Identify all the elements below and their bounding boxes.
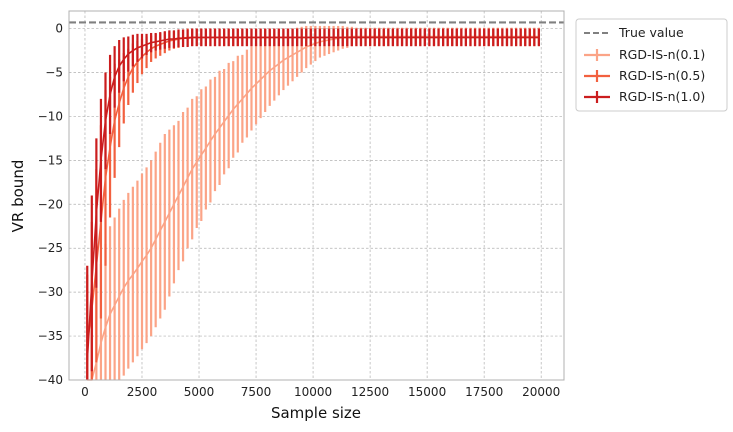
y-tick-label: −5 bbox=[45, 66, 63, 80]
legend-label: RGD-IS-n(0.5) bbox=[619, 68, 705, 83]
series-line bbox=[87, 35, 539, 381]
series-line bbox=[86, 36, 539, 363]
x-tick-label: 0 bbox=[81, 385, 89, 399]
y-tick-label: −40 bbox=[38, 373, 63, 387]
y-tick-label: −35 bbox=[38, 329, 63, 343]
series-3 bbox=[86, 28, 541, 380]
legend-frame bbox=[575, 18, 728, 112]
plot-frame bbox=[68, 10, 565, 381]
series-1 bbox=[86, 25, 541, 381]
x-tick-label: 10000 bbox=[294, 385, 332, 399]
legend-series-items: RGD-IS-n(0.1) RGD-IS-n(0.5) RGD-IS-n(1.0) bbox=[584, 47, 705, 104]
x-tick-label: 7500 bbox=[241, 385, 272, 399]
x-tick-label: 2500 bbox=[127, 385, 158, 399]
legend: True value RGD-IS-n(0.1)RGD-IS-n(0.5)RGD… bbox=[575, 18, 728, 112]
legend-label-true-value: True value bbox=[618, 25, 684, 40]
x-tick-label: 15000 bbox=[408, 385, 446, 399]
legend-label: RGD-IS-n(1.0) bbox=[619, 89, 705, 104]
x-tick-label: 5000 bbox=[184, 385, 215, 399]
series-group bbox=[86, 25, 541, 381]
x-tick-label: 20000 bbox=[522, 385, 560, 399]
plot-area bbox=[69, 11, 564, 380]
y-tick-label: 0 bbox=[55, 22, 63, 36]
y-tick-label: −10 bbox=[38, 109, 63, 123]
y-tick-label: −20 bbox=[38, 197, 63, 211]
legend-label: RGD-IS-n(0.1) bbox=[619, 47, 705, 62]
x-axis-label: Sample size bbox=[271, 404, 361, 422]
x-tick-label: 17500 bbox=[465, 385, 503, 399]
y-axis-label: VR bound bbox=[9, 160, 27, 233]
tick-labels: 0 2500 5000 7500 10000 12500 15000 17500 20000 0 −… bbox=[38, 22, 561, 399]
y-tick-label: −30 bbox=[38, 285, 63, 299]
x-tick-label: 12500 bbox=[351, 385, 389, 399]
y-tick-label: −15 bbox=[38, 153, 63, 167]
y-tick-label: −25 bbox=[38, 241, 63, 255]
